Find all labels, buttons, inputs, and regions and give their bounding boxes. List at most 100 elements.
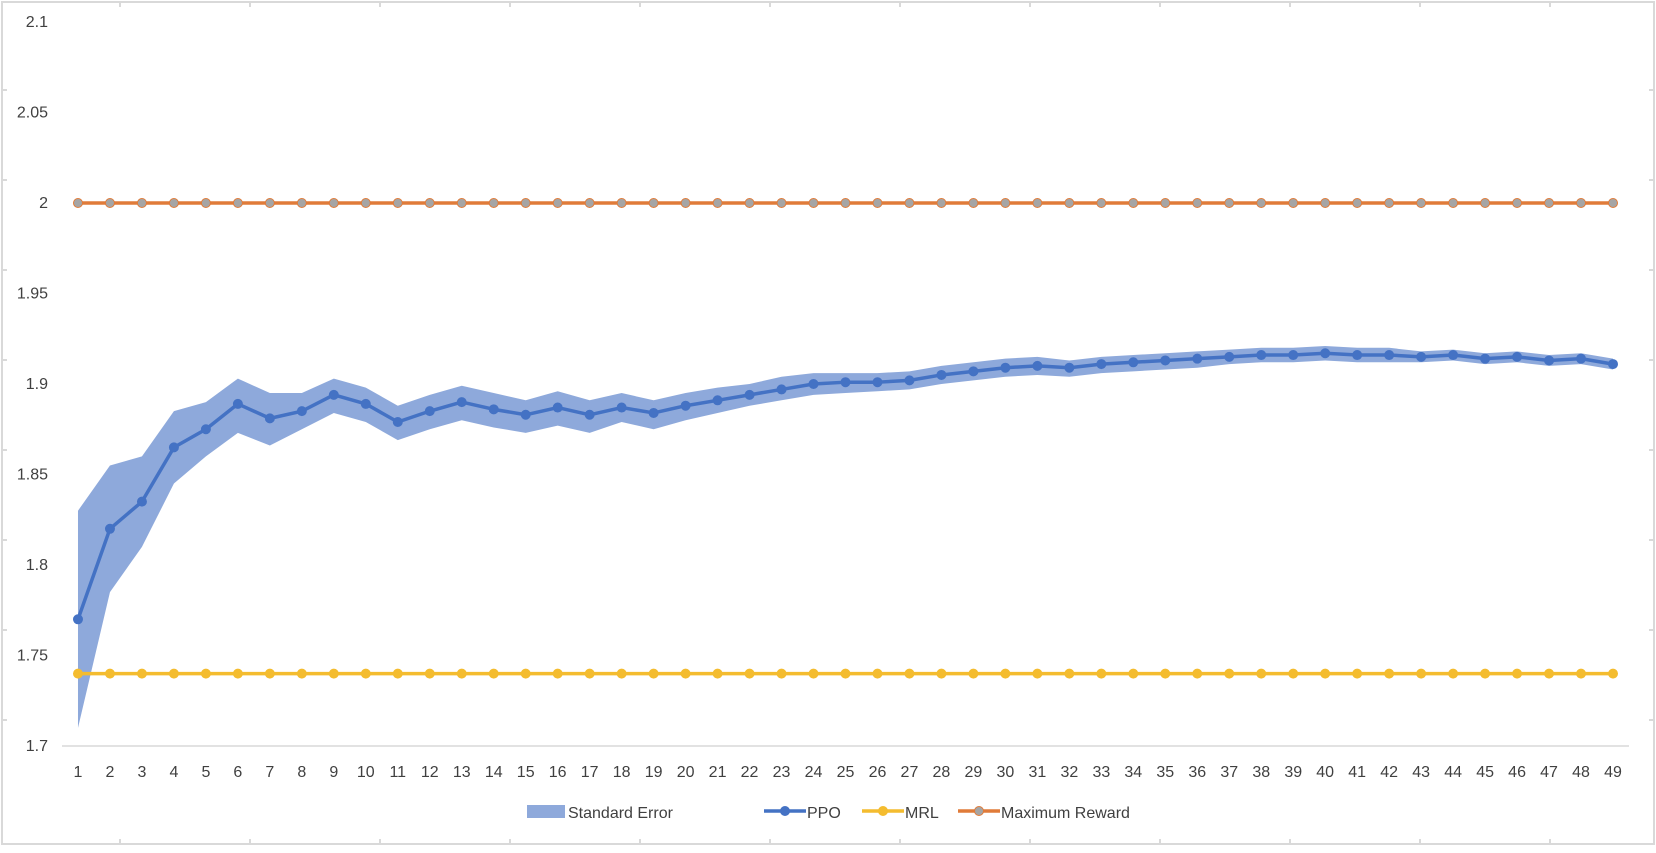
ppo-point bbox=[1224, 351, 1235, 362]
ppo-point bbox=[616, 402, 627, 413]
mrl-point bbox=[1000, 668, 1011, 679]
maximum-reward-point bbox=[424, 198, 435, 208]
maximum-reward-point bbox=[296, 198, 307, 208]
x-tick-label: 12 bbox=[421, 764, 439, 781]
x-tick-label: 14 bbox=[485, 764, 503, 781]
maximum-reward-point bbox=[648, 198, 659, 208]
mrl-point bbox=[424, 668, 435, 679]
ppo-point bbox=[1320, 348, 1331, 359]
x-tick-label: 20 bbox=[677, 764, 695, 781]
ppo-point bbox=[296, 406, 307, 417]
mrl-point bbox=[968, 668, 979, 679]
mrl-point bbox=[1096, 668, 1107, 679]
mrl-point bbox=[296, 668, 307, 679]
x-tick-label: 45 bbox=[1476, 764, 1494, 781]
maximum-reward-point bbox=[1320, 198, 1331, 208]
x-tick-label: 29 bbox=[965, 764, 983, 781]
maximum-reward-point bbox=[456, 198, 467, 208]
maximum-reward-point bbox=[328, 198, 339, 208]
legend-ppo-label: PPO bbox=[807, 805, 841, 822]
mrl-point bbox=[680, 668, 691, 679]
maximum-reward-point bbox=[744, 198, 755, 208]
x-tick-label: 2 bbox=[106, 764, 115, 781]
ppo-point bbox=[488, 404, 499, 415]
mrl-point bbox=[1608, 668, 1619, 679]
ppo-point bbox=[936, 369, 947, 380]
x-tick-label: 23 bbox=[773, 764, 791, 781]
x-tick-label: 35 bbox=[1156, 764, 1174, 781]
ppo-point bbox=[1544, 355, 1555, 366]
mrl-point bbox=[1352, 668, 1363, 679]
x-tick-label: 18 bbox=[613, 764, 631, 781]
x-tick-label: 7 bbox=[265, 764, 274, 781]
ppo-point bbox=[520, 409, 531, 420]
ppo-point bbox=[1064, 362, 1075, 373]
mrl-point bbox=[1192, 668, 1203, 679]
x-tick-label: 1 bbox=[74, 764, 83, 781]
maximum-reward-point bbox=[712, 198, 723, 208]
maximum-reward-point bbox=[1032, 198, 1043, 208]
mrl-point bbox=[104, 668, 115, 679]
maximum-reward-point bbox=[1480, 198, 1491, 208]
x-tick-label: 43 bbox=[1412, 764, 1430, 781]
x-tick-label: 34 bbox=[1124, 764, 1142, 781]
ppo-point bbox=[1288, 350, 1299, 361]
standard-error-band-layer bbox=[77, 345, 1614, 728]
y-tick-label: 2 bbox=[39, 195, 48, 212]
x-tick-label: 27 bbox=[901, 764, 919, 781]
maximum-reward-point bbox=[1224, 198, 1235, 208]
mrl-point bbox=[936, 668, 947, 679]
ppo-point bbox=[72, 614, 83, 625]
x-tick-label: 6 bbox=[233, 764, 242, 781]
maximum-reward-point bbox=[552, 198, 563, 208]
mrl-point bbox=[1480, 668, 1491, 679]
mrl-point bbox=[840, 668, 851, 679]
maximum-reward-point bbox=[520, 198, 531, 208]
mrl-point bbox=[648, 668, 659, 679]
ppo-point bbox=[360, 398, 371, 409]
x-tick-label: 30 bbox=[996, 764, 1014, 781]
maximum-reward-point bbox=[104, 198, 115, 208]
x-tick-label: 24 bbox=[805, 764, 823, 781]
maximum-reward-point bbox=[776, 198, 787, 208]
x-tick-label: 11 bbox=[389, 764, 406, 781]
maximum-reward-point bbox=[584, 198, 595, 208]
x-tick-label: 10 bbox=[357, 764, 375, 781]
ppo-point bbox=[328, 389, 339, 400]
x-tick-label: 37 bbox=[1220, 764, 1238, 781]
x-tick-label: 48 bbox=[1572, 764, 1590, 781]
maximum-reward-point bbox=[1544, 198, 1555, 208]
ppo-point bbox=[808, 379, 819, 389]
x-tick-label: 26 bbox=[869, 764, 887, 781]
mrl-point bbox=[1032, 668, 1043, 679]
ppo-point bbox=[232, 398, 243, 409]
ppo-point bbox=[1096, 359, 1107, 370]
series-layer bbox=[72, 198, 1619, 679]
ppo-point bbox=[1256, 350, 1267, 361]
x-tick-label: 44 bbox=[1444, 764, 1462, 781]
x-tick-label: 19 bbox=[645, 764, 663, 781]
maximum-reward-point bbox=[1576, 198, 1587, 208]
ppo-point bbox=[872, 377, 883, 388]
ppo-point bbox=[776, 384, 787, 395]
x-tick-label: 31 bbox=[1028, 764, 1046, 781]
maximum-reward-point bbox=[968, 198, 979, 208]
ppo-point bbox=[1576, 353, 1587, 364]
mrl-point bbox=[72, 668, 83, 679]
maximum-reward-point bbox=[1192, 198, 1203, 208]
mrl-point bbox=[1544, 668, 1555, 679]
mrl-point bbox=[1512, 668, 1523, 679]
mrl-point bbox=[168, 668, 179, 679]
ppo-point bbox=[456, 397, 467, 408]
mrl-point bbox=[904, 668, 915, 679]
y-tick-label: 1.85 bbox=[17, 467, 48, 484]
ppo-point bbox=[744, 389, 755, 400]
mrl-point bbox=[136, 668, 147, 679]
mrl-point bbox=[232, 668, 243, 679]
x-tick-label: 38 bbox=[1252, 764, 1270, 781]
mrl-point bbox=[264, 668, 275, 679]
y-tick-label: 1.8 bbox=[26, 557, 48, 574]
mrl-point bbox=[1416, 668, 1427, 679]
